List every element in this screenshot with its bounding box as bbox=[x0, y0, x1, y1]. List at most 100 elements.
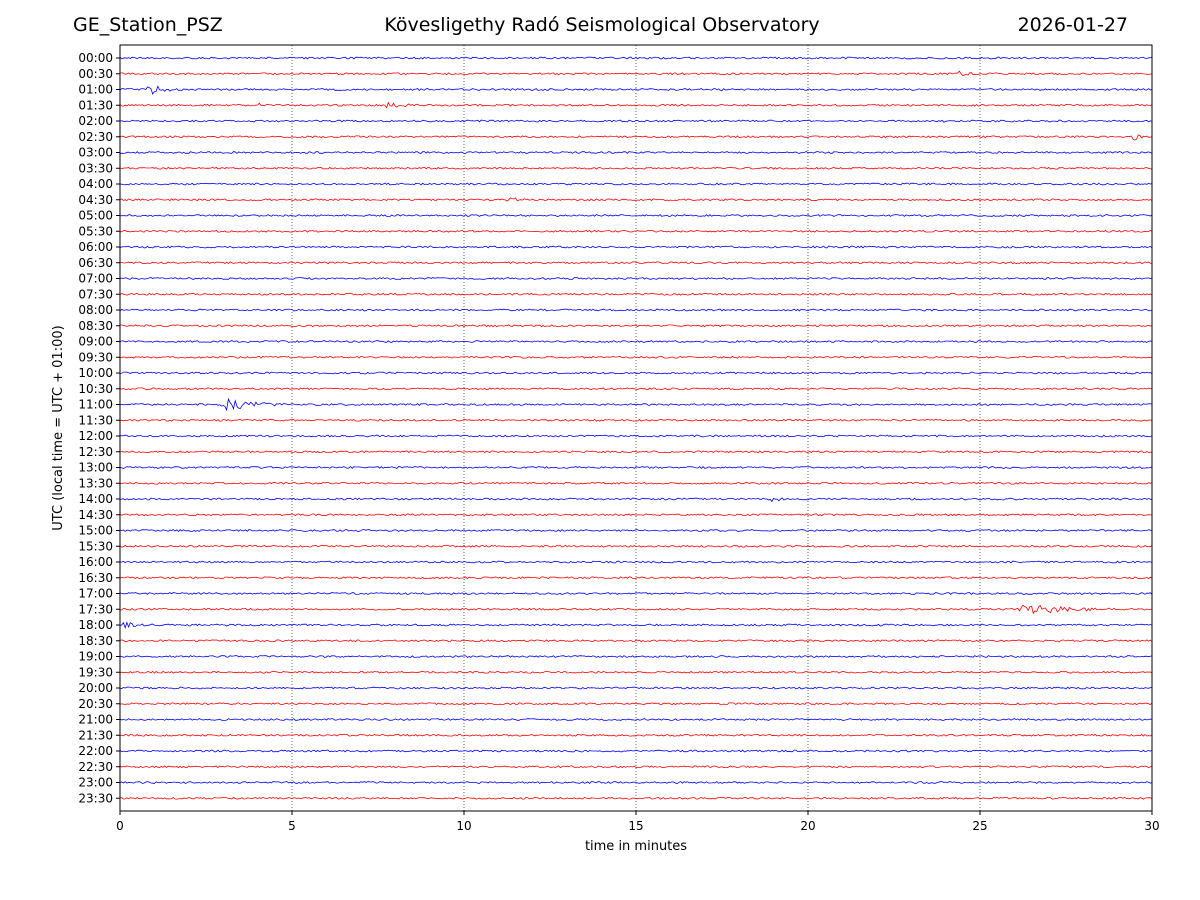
trace-2230 bbox=[119, 765, 1153, 769]
y-tick-label-0100: 01:00 bbox=[78, 83, 113, 97]
x-tick-label-0: 0 bbox=[116, 819, 124, 833]
trace-2330 bbox=[119, 796, 1153, 800]
y-tick-label-1630: 16:30 bbox=[78, 571, 113, 585]
trace-0200 bbox=[119, 119, 1153, 123]
trace-1800 bbox=[119, 621, 1153, 630]
trace-1430 bbox=[119, 513, 1153, 517]
trace-0930 bbox=[119, 355, 1153, 359]
y-tick-label-2030: 20:30 bbox=[78, 697, 113, 711]
trace-0130 bbox=[119, 101, 1153, 109]
y-tick-label-0900: 09:00 bbox=[78, 335, 113, 349]
trace-1030 bbox=[119, 387, 1153, 391]
trace-2100 bbox=[119, 718, 1153, 721]
x-tick-label-15: 15 bbox=[628, 819, 643, 833]
y-tick-label-1200: 12:00 bbox=[78, 429, 113, 443]
y-tick-label-2100: 21:00 bbox=[78, 713, 113, 727]
y-tick-label-1100: 11:00 bbox=[78, 398, 113, 412]
trace-2000 bbox=[119, 686, 1153, 690]
trace-0300 bbox=[119, 151, 1153, 154]
y-tick-label-0630: 06:30 bbox=[78, 256, 113, 270]
x-axis-ticks: 0 5 10 15 20 25 30 bbox=[116, 811, 1160, 833]
trace-0830 bbox=[120, 324, 1153, 328]
trace-1100 bbox=[119, 397, 1153, 412]
y-tick-label-1500: 15:00 bbox=[78, 524, 113, 538]
y-tick-label-0230: 02:30 bbox=[78, 130, 113, 144]
y-tick-label-1930: 19:30 bbox=[78, 665, 113, 679]
y-tick-label-0530: 05:30 bbox=[78, 224, 113, 238]
y-tick-label-1600: 16:00 bbox=[78, 555, 113, 569]
trace-0230 bbox=[119, 134, 1153, 141]
y-tick-label-1730: 17:30 bbox=[78, 602, 113, 616]
trace-0630 bbox=[119, 261, 1153, 265]
trace-0100 bbox=[119, 85, 1153, 95]
trace-2300 bbox=[119, 781, 1153, 784]
x-tick-label-20: 20 bbox=[800, 819, 815, 833]
trace-1500 bbox=[119, 529, 1153, 532]
y-tick-label-0800: 08:00 bbox=[78, 303, 113, 317]
y-tick-label-1230: 12:30 bbox=[78, 445, 113, 459]
y-tick-label-2000: 20:00 bbox=[78, 681, 113, 695]
trace-1230 bbox=[119, 450, 1153, 454]
y-tick-label-0300: 03:00 bbox=[78, 146, 113, 160]
y-tick-label-0400: 04:00 bbox=[78, 177, 113, 191]
trace-0400 bbox=[119, 182, 1153, 186]
y-tick-label-2300: 23:00 bbox=[78, 776, 113, 790]
trace-0730 bbox=[119, 292, 1153, 296]
trace-1200 bbox=[119, 434, 1153, 438]
trace-1700 bbox=[119, 592, 1153, 595]
y-tick-label-0600: 06:00 bbox=[78, 240, 113, 254]
y-tick-label-2200: 22:00 bbox=[78, 744, 113, 758]
trace-0430 bbox=[119, 197, 1153, 202]
y-tick-label-1400: 14:00 bbox=[78, 492, 113, 506]
y-tick-label-1030: 10:30 bbox=[78, 382, 113, 396]
x-tick-label-25: 25 bbox=[972, 819, 987, 833]
y-tick-label-0930: 09:30 bbox=[78, 350, 113, 364]
trace-1130 bbox=[119, 418, 1153, 422]
trace-1630 bbox=[119, 576, 1153, 580]
x-tick-label-5: 5 bbox=[288, 819, 296, 833]
y-tick-label-0000: 00:00 bbox=[78, 51, 113, 65]
y-tick-label-0500: 05:00 bbox=[78, 209, 113, 223]
trace-0900 bbox=[119, 340, 1153, 343]
y-tick-label-1000: 10:00 bbox=[78, 366, 113, 380]
y-tick-label-2230: 22:30 bbox=[78, 760, 113, 774]
y-tick-label-0330: 03:30 bbox=[78, 161, 113, 175]
trace-1600 bbox=[119, 560, 1153, 564]
y-tick-label-0430: 04:30 bbox=[78, 193, 113, 207]
y-tick-label-1830: 18:30 bbox=[78, 634, 113, 648]
observatory-title: Kövesligethy Radó Seismological Observat… bbox=[384, 14, 820, 36]
y-tick-label-1530: 15:30 bbox=[78, 539, 113, 553]
trace-0500 bbox=[119, 214, 1153, 217]
y-tick-label-2330: 23:30 bbox=[78, 791, 113, 805]
trace-2030 bbox=[119, 702, 1153, 706]
y-tick-label-1130: 11:30 bbox=[78, 413, 113, 427]
y-tick-label-1330: 13:30 bbox=[78, 476, 113, 490]
x-tick-label-30: 30 bbox=[1144, 819, 1159, 833]
y-tick-label-0700: 07:00 bbox=[78, 272, 113, 286]
trace-1900 bbox=[119, 655, 1153, 658]
y-tick-label-0730: 07:30 bbox=[78, 287, 113, 301]
trace-1830 bbox=[119, 639, 1153, 643]
y-tick-label-1900: 19:00 bbox=[78, 650, 113, 664]
trace-1930 bbox=[119, 670, 1153, 674]
trace-1400 bbox=[119, 497, 1153, 503]
y-axis-label: UTC (local time = UTC + 01:00) bbox=[51, 325, 66, 530]
trace-2200 bbox=[119, 749, 1153, 753]
y-tick-label-1430: 14:30 bbox=[78, 508, 113, 522]
grid-lines bbox=[291, 45, 981, 811]
trace-1300 bbox=[119, 466, 1153, 469]
x-axis-label: time in minutes bbox=[585, 839, 687, 854]
y-tick-label-1800: 18:00 bbox=[78, 618, 113, 632]
y-tick-label-2130: 21:30 bbox=[78, 728, 113, 742]
trace-0000 bbox=[119, 56, 1153, 60]
y-tick-label-0030: 00:30 bbox=[78, 67, 113, 81]
station-title: GE_Station_PSZ bbox=[73, 14, 223, 36]
y-tick-label-1700: 17:00 bbox=[78, 587, 113, 601]
trace-1330 bbox=[119, 481, 1153, 485]
trace-0700 bbox=[119, 277, 1153, 280]
trace-1000 bbox=[119, 371, 1153, 375]
trace-0330 bbox=[119, 166, 1153, 170]
trace-0800 bbox=[119, 308, 1152, 312]
